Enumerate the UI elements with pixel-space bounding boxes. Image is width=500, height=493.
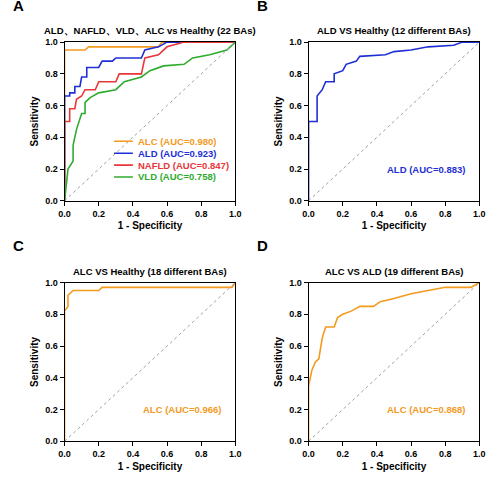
svg-text:C: C [13, 237, 24, 254]
svg-text:0.6: 0.6 [405, 449, 418, 459]
svg-text:0.0: 0.0 [289, 436, 302, 446]
svg-text:Sensitivity: Sensitivity [273, 336, 284, 386]
svg-text:0.8: 0.8 [439, 209, 452, 219]
svg-text:0.8: 0.8 [195, 209, 208, 219]
svg-text:1 - Specificity: 1 - Specificity [362, 461, 427, 472]
svg-text:ALD (AUC=0.923): ALD (AUC=0.923) [138, 148, 216, 159]
svg-text:ALC VS Healthy (18 different B: ALC VS Healthy (18 different BAs) [73, 266, 227, 277]
svg-text:0.2: 0.2 [336, 449, 349, 459]
svg-text:0.0: 0.0 [302, 449, 315, 459]
svg-text:1.0: 1.0 [229, 209, 242, 219]
svg-text:0.6: 0.6 [161, 449, 174, 459]
svg-text:1.0: 1.0 [45, 37, 58, 47]
svg-text:0.0: 0.0 [45, 196, 58, 206]
svg-text:0.0: 0.0 [58, 449, 71, 459]
svg-text:0.6: 0.6 [45, 341, 58, 351]
svg-text:A: A [13, 0, 24, 14]
svg-text:0.8: 0.8 [439, 449, 452, 459]
svg-text:0.2: 0.2 [92, 209, 105, 219]
svg-text:0.0: 0.0 [289, 196, 302, 206]
svg-text:0.8: 0.8 [195, 449, 208, 459]
svg-text:1.0: 1.0 [229, 449, 242, 459]
svg-text:0.8: 0.8 [289, 309, 302, 319]
svg-text:VLD (AUC=0.758): VLD (AUC=0.758) [138, 171, 216, 182]
svg-text:0.4: 0.4 [289, 373, 302, 383]
svg-text:0.6: 0.6 [289, 341, 302, 351]
svg-text:1 - Specificity: 1 - Specificity [118, 220, 183, 231]
svg-text:1 - Specificity: 1 - Specificity [362, 220, 427, 231]
svg-text:0.0: 0.0 [58, 209, 71, 219]
svg-text:0.6: 0.6 [161, 209, 174, 219]
svg-text:0.4: 0.4 [127, 449, 140, 459]
svg-text:0.2: 0.2 [92, 449, 105, 459]
svg-text:1.0: 1.0 [473, 449, 486, 459]
svg-text:0.6: 0.6 [289, 101, 302, 111]
svg-text:ALD、NAFLD、VLD、ALC vs Healthy (: ALD、NAFLD、VLD、ALC vs Healthy (22 BAs) [44, 25, 256, 36]
svg-text:B: B [257, 0, 268, 14]
svg-text:0.4: 0.4 [289, 132, 302, 142]
svg-text:0.8: 0.8 [45, 69, 58, 79]
svg-text:0.2: 0.2 [289, 164, 302, 174]
svg-text:0.8: 0.8 [45, 309, 58, 319]
svg-text:0.6: 0.6 [405, 209, 418, 219]
svg-text:ALD (AUC=0.883): ALD (AUC=0.883) [387, 164, 465, 175]
svg-text:0.2: 0.2 [289, 405, 302, 415]
svg-text:1.0: 1.0 [473, 209, 486, 219]
svg-text:NAFLD (AUC=0.847): NAFLD (AUC=0.847) [138, 160, 229, 171]
svg-text:ALC (AUC=0.868): ALC (AUC=0.868) [387, 404, 465, 415]
svg-text:0.0: 0.0 [45, 436, 58, 446]
svg-text:ALC (AUC=0.966): ALC (AUC=0.966) [143, 404, 221, 415]
svg-text:1.0: 1.0 [289, 278, 302, 288]
svg-text:0.2: 0.2 [45, 405, 58, 415]
svg-text:0.2: 0.2 [45, 164, 58, 174]
svg-text:0.4: 0.4 [371, 449, 384, 459]
svg-text:1.0: 1.0 [45, 278, 58, 288]
svg-text:1.0: 1.0 [289, 37, 302, 47]
svg-text:Sensitivity: Sensitivity [273, 96, 284, 146]
svg-text:0.4: 0.4 [371, 209, 384, 219]
svg-text:D: D [257, 237, 268, 254]
svg-text:0.4: 0.4 [127, 209, 140, 219]
svg-text:ALD VS Healthy (12 different B: ALD VS Healthy (12 different BAs) [317, 25, 471, 36]
svg-text:0.2: 0.2 [336, 209, 349, 219]
svg-text:Sensitivity: Sensitivity [29, 96, 40, 146]
svg-text:0.4: 0.4 [45, 132, 58, 142]
svg-text:Sensitivity: Sensitivity [29, 336, 40, 386]
svg-text:0.4: 0.4 [45, 373, 58, 383]
svg-text:ALC VS ALD (19 different BAs): ALC VS ALD (19 different BAs) [325, 266, 463, 277]
svg-text:1 - Specificity: 1 - Specificity [118, 461, 183, 472]
svg-text:0.0: 0.0 [302, 209, 315, 219]
svg-text:0.8: 0.8 [289, 69, 302, 79]
svg-text:0.6: 0.6 [45, 101, 58, 111]
svg-text:ALC (AUC=0.980): ALC (AUC=0.980) [138, 136, 216, 147]
